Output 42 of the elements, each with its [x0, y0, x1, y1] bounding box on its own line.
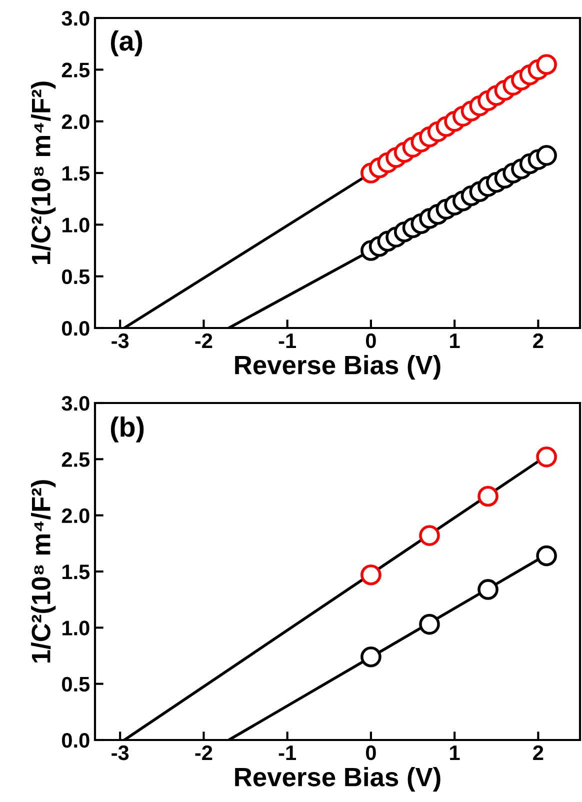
x-tick-label: -3 — [112, 745, 129, 760]
x-tick-label: 1 — [450, 746, 460, 760]
y-tick-label: 2.0 — [62, 114, 90, 130]
point — [536, 545, 557, 566]
point — [478, 486, 498, 507]
y-tick-label: 2.0 — [62, 508, 90, 524]
annotation: (b) — [110, 416, 144, 442]
x-tick-label: -2 — [195, 333, 212, 348]
y-tick-label: 3.0 — [62, 396, 90, 411]
point — [536, 145, 557, 166]
x-tick-label: -1 — [278, 334, 296, 348]
y-tick-label: 1.5 — [62, 166, 90, 181]
y-tick-label: 1.0 — [62, 218, 90, 232]
annotation: (a) — [110, 30, 142, 56]
y-tick-label: 2.5 — [62, 452, 90, 467]
x-tick-label: 1 — [450, 334, 460, 348]
x-axis-title: Reverse Bias (V) — [235, 767, 440, 792]
x-tick-label: 0 — [366, 333, 376, 348]
point — [419, 614, 440, 635]
point — [419, 525, 440, 546]
x-tick-label: 2 — [533, 333, 544, 348]
point — [360, 564, 382, 586]
x-tick-label: -2 — [195, 745, 212, 760]
y-tick-label: 3.0 — [62, 11, 90, 26]
y-tick-label: 0.5 — [62, 269, 90, 284]
y-tick-label: 0.5 — [62, 676, 90, 692]
y-axis-title: 1/C²(10⁸ m⁴/F²) — [31, 82, 56, 264]
x-tick-label: 2 — [533, 745, 544, 760]
point — [536, 54, 557, 75]
y-tick-label: 1.5 — [62, 564, 90, 580]
point — [536, 446, 557, 468]
y-tick-label: 1.0 — [62, 620, 90, 636]
x-tick-label: 0 — [366, 745, 376, 760]
x-tick-label: -3 — [112, 333, 129, 348]
point — [478, 579, 498, 600]
y-tick-label: 0.0 — [62, 321, 90, 336]
y-tick-label: 2.5 — [62, 62, 90, 78]
y-tick-label: 0.0 — [62, 733, 90, 748]
x-axis-title: Reverse Bias (V) — [235, 355, 440, 380]
y-axis-title: 1/C²(10⁸ m⁴/F²) — [31, 480, 56, 663]
point — [360, 646, 382, 668]
x-tick-label: -1 — [278, 746, 296, 760]
